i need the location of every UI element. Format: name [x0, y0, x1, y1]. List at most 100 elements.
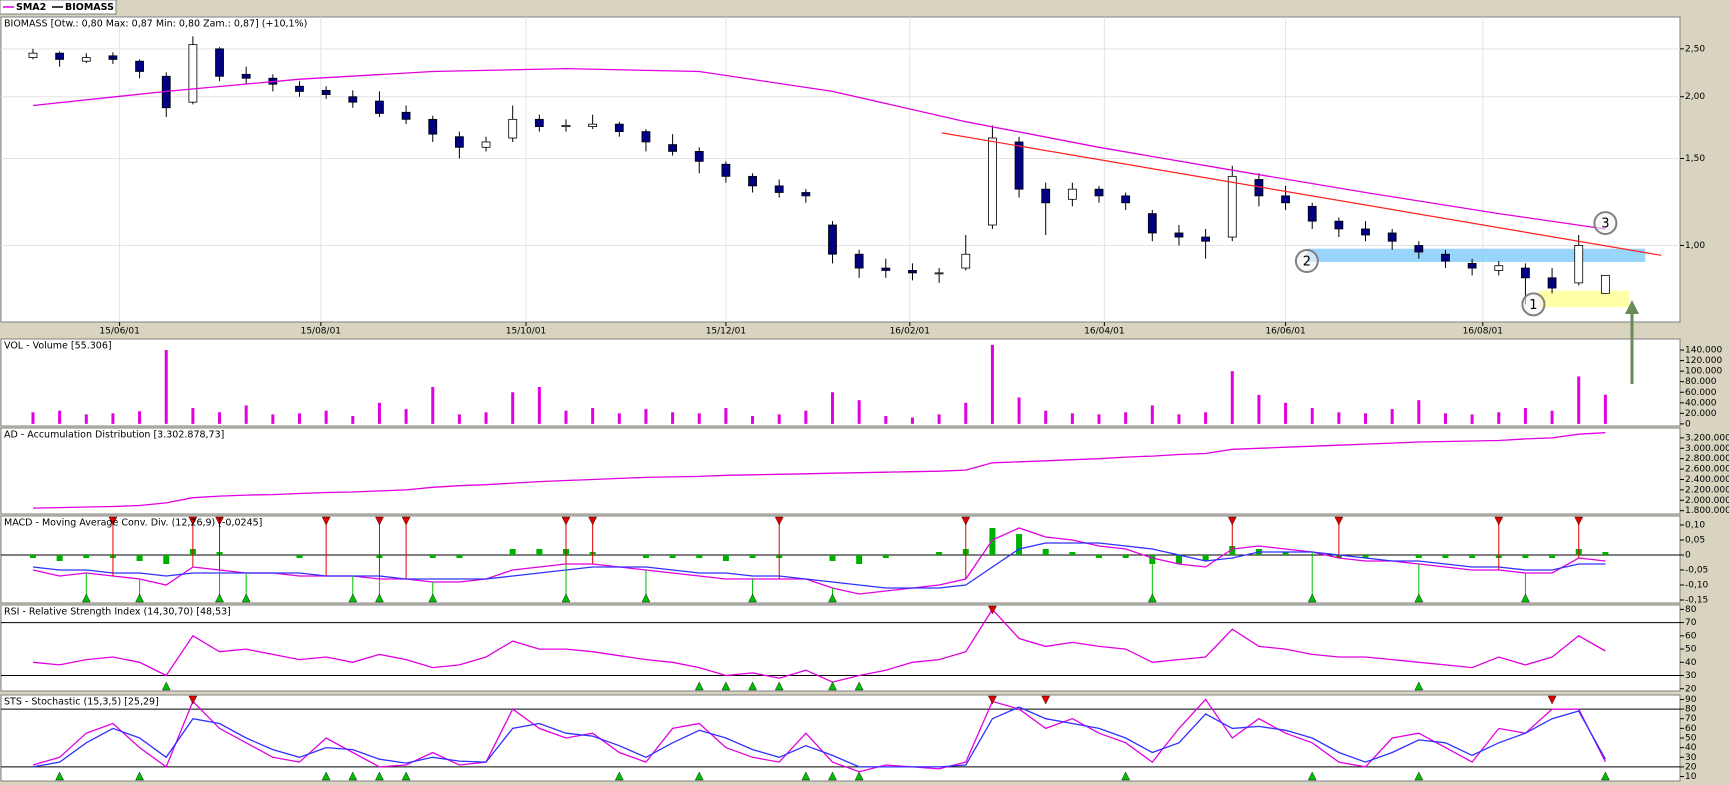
signal-marker	[828, 771, 837, 781]
x-tick-label: 16/06/01	[1265, 327, 1305, 337]
volume-bar	[84, 414, 88, 424]
y-tick-label: 1.800.000	[1685, 506, 1729, 516]
signal-marker	[828, 681, 837, 691]
annotation-circle	[1294, 249, 1319, 274]
signal-marker	[321, 771, 331, 781]
candle-body	[321, 89, 331, 95]
candle-body	[1574, 245, 1584, 284]
candle-body	[908, 270, 917, 274]
signal-marker	[1414, 681, 1424, 691]
candle-body	[534, 118, 544, 128]
y-tick-label: 2.600.000	[1685, 465, 1729, 475]
volume-bar	[1230, 371, 1234, 424]
plot-area	[1, 516, 1680, 603]
signal-marker	[188, 695, 198, 705]
y-tick-label: -0,10	[1685, 581, 1709, 591]
volume-bar	[484, 412, 488, 424]
volume-bar	[964, 402, 968, 424]
panel-title: RSI - Relative Strength Index (14,30,70)…	[4, 607, 231, 618]
candle-body	[801, 192, 811, 197]
candle-body	[881, 267, 891, 271]
y-tick-label: 70	[1685, 714, 1697, 724]
volume-bar	[511, 392, 515, 424]
volume-bar	[218, 412, 222, 424]
signal-marker	[694, 771, 704, 781]
volume-bar	[271, 414, 275, 424]
volume-bar	[644, 409, 648, 424]
x-tick-label: 15/12/01	[706, 327, 746, 337]
volume-bar	[164, 350, 168, 424]
y-tick-label: 80.000	[1685, 377, 1717, 387]
signal-marker	[721, 681, 731, 691]
candle-body	[375, 100, 384, 114]
y-tick-label: 40.000	[1685, 398, 1717, 408]
candle-body	[401, 111, 411, 120]
candle-body	[454, 136, 464, 148]
candle-body	[1361, 228, 1370, 236]
volume-bar	[724, 408, 728, 424]
candle-body	[1467, 262, 1477, 269]
signal-marker	[375, 516, 384, 526]
signal-marker	[1307, 593, 1317, 603]
y-tick-label: 90	[1685, 695, 1697, 705]
y-tick-label: 40	[1685, 743, 1697, 753]
volume-bar	[671, 412, 675, 424]
candle-body	[135, 60, 144, 72]
volume-bar	[377, 402, 381, 424]
volume-bar	[777, 414, 781, 424]
volume-bar	[1550, 410, 1554, 424]
annotation-circle	[1521, 292, 1546, 317]
histogram-bar	[989, 528, 996, 555]
candle-body	[1547, 277, 1557, 289]
histogram-bar	[1229, 546, 1236, 555]
series-line	[32, 542, 1606, 589]
volume-bar	[431, 386, 435, 424]
signal-marker	[988, 605, 997, 615]
volume-bar	[1097, 414, 1101, 424]
volume-bar	[404, 409, 408, 424]
volume-bar	[1124, 412, 1128, 424]
histogram-bar	[536, 549, 543, 555]
signal-marker	[135, 771, 144, 781]
plot-area	[32, 432, 1606, 509]
signal-marker	[774, 516, 784, 526]
volume-bar	[297, 413, 301, 424]
y-tick-label: 2.000.000	[1685, 496, 1729, 506]
y-tick-label: 120.000	[1685, 356, 1722, 366]
signal-marker	[561, 516, 571, 526]
signal-marker	[1547, 695, 1557, 705]
volume-bar	[1603, 394, 1607, 424]
candle-body	[1521, 267, 1530, 279]
signal-marker	[55, 771, 64, 781]
plot-area	[31, 344, 1607, 424]
zone	[1538, 290, 1630, 308]
candle-body	[1014, 141, 1024, 190]
signal-marker	[1307, 771, 1317, 781]
candle-body	[641, 131, 651, 143]
candle-body	[1121, 195, 1131, 204]
annotation-label: 3	[1601, 217, 1609, 232]
volume-bar	[457, 414, 461, 424]
y-tick-label: 1,50	[1685, 154, 1705, 164]
y-tick-label: 0,05	[1685, 536, 1705, 546]
candle-body	[428, 118, 438, 135]
volume-bar	[138, 411, 142, 424]
y-tick-label: 0,10	[1685, 521, 1705, 531]
volume-bar	[1390, 409, 1394, 424]
signal-marker	[401, 771, 411, 781]
candle-body	[828, 224, 837, 255]
panel-title: VOL - Volume [55.306]	[4, 341, 112, 352]
histogram-bar	[856, 555, 863, 564]
signal-marker	[401, 516, 411, 526]
candle-body	[748, 175, 757, 187]
histogram-bar	[1202, 555, 1209, 561]
candle-body	[1201, 236, 1211, 242]
candle-body	[55, 52, 65, 60]
signal-marker	[215, 593, 224, 603]
candle-body	[774, 185, 784, 193]
signal-marker	[1414, 593, 1424, 603]
candle-body	[1227, 175, 1237, 238]
candle-body	[215, 48, 224, 77]
x-tick-label: 16/02/01	[890, 327, 930, 337]
